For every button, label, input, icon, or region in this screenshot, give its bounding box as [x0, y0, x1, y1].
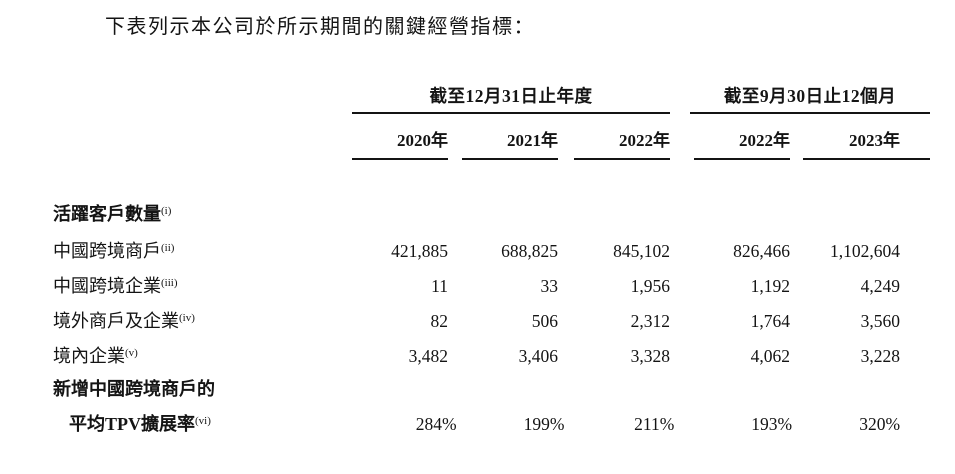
value-cell: 421,885	[391, 241, 448, 261]
value-cell: 4,249	[860, 276, 900, 296]
footnote-ref: (ii)	[161, 242, 175, 254]
table-row-new-merchants-label-line1: 新增中國跨境商戶的	[53, 377, 930, 401]
row-label-cell: 平均TPV擴展率(vi)	[53, 412, 362, 439]
year-header-2023-ttm: 2023年	[849, 131, 900, 150]
row-label: 新增中國跨境商戶的	[53, 379, 215, 399]
value-cell: 3,560	[860, 311, 900, 331]
table-row-average-tpv-expansion: 平均TPV擴展率(vi) 284% 199% 211% 193% 320%	[53, 412, 930, 439]
table-row-china-crossborder-enterprises: 中國跨境企業(iii) 11 33 1,956 1,192 4,249	[53, 274, 930, 301]
value-cell: 193%	[751, 414, 793, 434]
value-cell: 3,228	[860, 346, 900, 366]
value-cell: 826,466	[733, 241, 790, 261]
row-label-cell: 新增中國跨境商戶的	[53, 377, 352, 401]
year-header-spacer	[53, 130, 352, 152]
year-rule-2020	[352, 158, 448, 160]
value-cell: 3,328	[630, 346, 670, 366]
row-label-cell: 中國跨境商戶(ii)	[53, 239, 352, 266]
value-cell: 506	[531, 311, 558, 331]
year-rule-2021	[462, 158, 558, 160]
value-cell: 11	[431, 276, 448, 296]
group-rule-annual	[352, 112, 670, 114]
value-cell: 1,956	[630, 276, 670, 296]
year-header-2022: 2022年	[619, 131, 670, 150]
intro-paragraph: 下表列示本公司於所示期間的關鍵經營指標：	[105, 16, 535, 38]
row-label: 平均TPV擴展率	[69, 414, 195, 434]
year-header-row: 2020年 2021年 2022年 2022年 2023年	[53, 130, 930, 152]
value-cell: 211%	[634, 414, 675, 434]
year-rule-2023-ttm	[803, 158, 930, 160]
year-header-2022-ttm: 2022年	[739, 131, 790, 150]
row-label: 中國跨境企業	[53, 276, 161, 296]
footnote-ref: (i)	[161, 205, 172, 217]
table-row-overseas-merchants-enterprises: 境外商戶及企業(iv) 82 506 2,312 1,764 3,560	[53, 309, 930, 336]
value-cell: 199%	[523, 414, 565, 434]
row-label-cell: 境外商戶及企業(iv)	[53, 309, 352, 336]
row-label: 境外商戶及企業	[53, 311, 179, 331]
table-row-active-customers: 活躍客戶數量(i)	[53, 202, 930, 229]
value-cell: 284%	[415, 414, 457, 434]
year-header-2020: 2020年	[397, 131, 448, 150]
value-cell: 320%	[859, 414, 901, 434]
value-cell: 33	[540, 276, 559, 296]
value-cell: 688,825	[501, 241, 558, 261]
row-label: 中國跨境商戶	[53, 241, 161, 261]
row-label-cell: 活躍客戶數量(i)	[53, 202, 352, 229]
footnote-ref: (iv)	[179, 312, 195, 324]
row-label-cell: 境內企業(v)	[53, 344, 352, 371]
value-cell: 2,312	[630, 311, 670, 331]
value-cell: 82	[430, 311, 449, 331]
row-label-cell: 中國跨境企業(iii)	[53, 274, 352, 301]
footnote-ref: (iii)	[161, 277, 178, 289]
row-label: 活躍客戶數量	[53, 204, 161, 224]
value-cell: 1,192	[750, 276, 790, 296]
value-cell: 4,062	[750, 346, 790, 366]
value-cell: 1,102,604	[830, 241, 900, 261]
table-row-domestic-enterprises: 境內企業(v) 3,482 3,406 3,328 4,062 3,228	[53, 344, 930, 371]
year-rule-2022-ttm	[694, 158, 790, 160]
value-cell: 3,406	[518, 346, 558, 366]
year-rule-2022	[574, 158, 670, 160]
col-group-twelve-month-header: 截至9月30日止12個月	[723, 86, 897, 106]
value-cell: 1,764	[750, 311, 790, 331]
value-cell: 3,482	[408, 346, 448, 366]
footnote-ref: (v)	[125, 347, 138, 359]
table-row-china-crossborder-merchants: 中國跨境商戶(ii) 421,885 688,825 845,102 826,4…	[53, 239, 930, 266]
row-label: 境內企業	[53, 346, 125, 366]
value-cell: 845,102	[613, 241, 670, 261]
footnote-ref: (vi)	[195, 415, 211, 427]
col-group-annual-header: 截至12月31日止年度	[429, 86, 593, 106]
year-header-2021: 2021年	[507, 131, 558, 150]
group-rule-twelve-month	[690, 112, 930, 114]
